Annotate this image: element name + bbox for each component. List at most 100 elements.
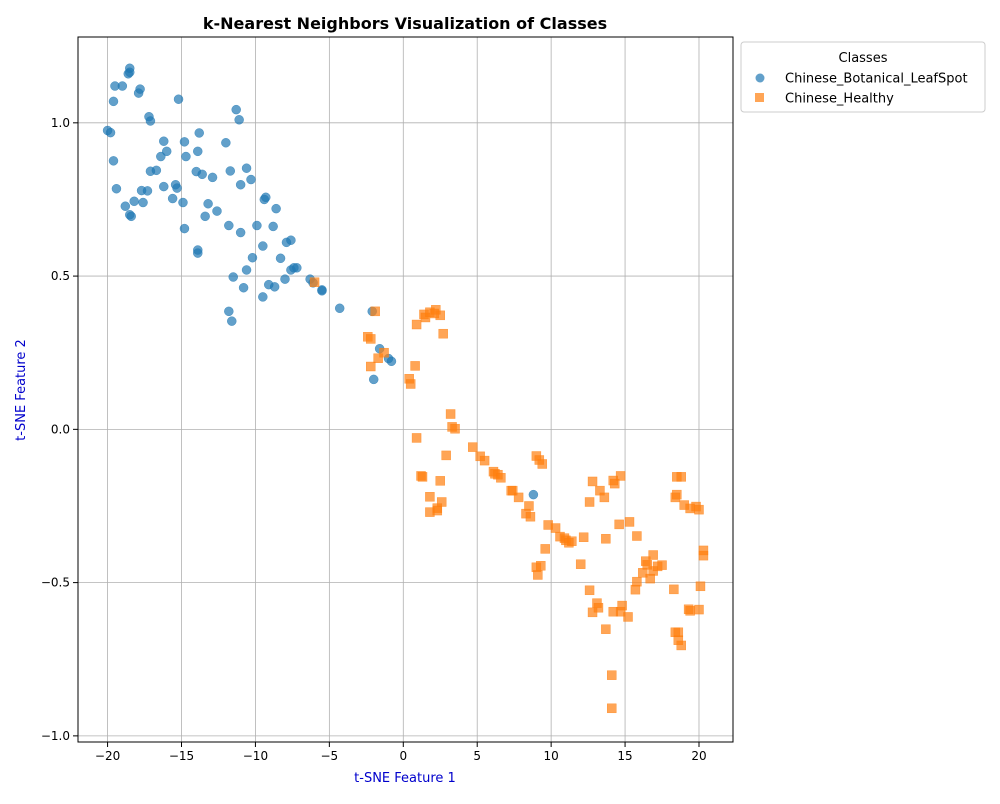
leafspot-point (252, 220, 262, 231)
leafspot-point (194, 128, 204, 138)
healthy-point (615, 471, 626, 481)
healthy-point (642, 560, 652, 570)
healthy-point (366, 334, 376, 344)
leafspot-point (227, 316, 237, 326)
leafspot-point (286, 235, 296, 245)
leafspot-point (117, 81, 128, 91)
healthy-point (567, 536, 577, 546)
leafspot-point (334, 303, 345, 314)
leafspot-point (161, 146, 172, 157)
healthy-point (599, 492, 610, 503)
healthy-point (676, 640, 687, 651)
healthy-point (632, 576, 642, 587)
leafspot-point (129, 196, 139, 207)
healthy-point (676, 472, 687, 482)
leafspot-point (234, 115, 244, 125)
leafspot-point (221, 138, 231, 148)
legend-label-healthy: Chinese_Healthy (785, 92, 894, 107)
healthy-point (496, 473, 506, 483)
leafspot-point (247, 252, 258, 263)
healthy-point (479, 455, 490, 466)
leafspot-point (120, 201, 131, 211)
leafspot-point (235, 179, 246, 190)
healthy-point (410, 361, 420, 371)
healthy-point (673, 627, 684, 638)
leafspot-point (317, 286, 327, 296)
leafspot-point (142, 186, 153, 196)
healthy-point (694, 504, 704, 515)
x-tick-label: 15 (617, 749, 632, 763)
leafspot-point (159, 181, 169, 192)
healthy-point (379, 347, 389, 358)
y-tick-label: 0.5 (51, 269, 70, 283)
series-leafspot (102, 63, 539, 500)
healthy-point (575, 559, 586, 569)
leafspot-point (275, 253, 286, 264)
healthy-point (533, 570, 543, 580)
leafspot-point (224, 220, 234, 231)
leafspot-point (241, 163, 252, 173)
x-tick-label: −20 (95, 749, 120, 763)
healthy-point (524, 501, 534, 511)
leafspot-point (203, 198, 213, 209)
leafspot-point (212, 206, 222, 216)
healthy-point (417, 472, 428, 482)
chart-title: k-Nearest Neighbors Visualization of Cla… (203, 14, 607, 33)
leafspot-point (207, 172, 218, 183)
y-tick-label: −1.0 (41, 729, 70, 743)
healthy-point (694, 604, 704, 615)
healthy-point (445, 409, 456, 419)
healthy-point (672, 489, 682, 500)
healthy-point (366, 361, 376, 372)
healthy-point (425, 492, 435, 502)
leafspot-point (167, 193, 178, 204)
y-axis: −1.0 −0.5 0.0 0.5 1.0 (41, 116, 78, 743)
leafspot-point (108, 156, 119, 166)
legend: Classes Chinese_Botanical_LeafSpot Chine… (740, 41, 986, 113)
leafspot-point (231, 104, 241, 115)
healthy-point (411, 319, 422, 330)
healthy-point (648, 550, 658, 560)
y-axis-label: t-SNE Feature 2 (14, 339, 29, 441)
healthy-point (578, 532, 589, 542)
x-tick-label: −5 (321, 749, 339, 763)
healthy-point (624, 517, 635, 527)
leafspot-point (200, 211, 210, 222)
leafspot-point (105, 127, 116, 138)
leafspot-point (172, 183, 182, 193)
plot-area-frame (77, 36, 734, 743)
healthy-point (436, 497, 447, 507)
y-tick-label: −0.5 (41, 576, 70, 590)
healthy-point (685, 606, 695, 616)
healthy-point (438, 328, 448, 339)
healthy-point (435, 476, 445, 486)
x-axis-label: t-SNE Feature 1 (354, 771, 456, 786)
leafspot-point (258, 241, 268, 251)
healthy-point (593, 602, 604, 613)
healthy-point (537, 459, 548, 469)
healthy-point (657, 560, 667, 570)
leafspot-point (280, 274, 290, 284)
healthy-point (614, 519, 624, 530)
healthy-point (632, 531, 642, 541)
healthy-point (587, 476, 598, 487)
healthy-point (601, 624, 611, 634)
leafspot-point (224, 306, 234, 317)
healthy-point (536, 561, 546, 571)
healthy-point (607, 670, 617, 680)
healthy-point (698, 550, 709, 561)
leafspot-point (145, 116, 156, 126)
healthy-point (630, 584, 641, 595)
y-tick-label: 1.0 (51, 116, 70, 130)
leafspot-point (241, 265, 252, 275)
leafspot-point (258, 292, 268, 302)
healthy-point (540, 544, 550, 554)
leafspot-point (238, 282, 249, 293)
x-tick-label: 20 (691, 749, 706, 763)
leafspot-point (126, 211, 136, 222)
healthy-point (373, 353, 383, 363)
healthy-point (468, 442, 478, 452)
legend-marker-leafspot (755, 73, 765, 83)
healthy-point (601, 534, 611, 544)
